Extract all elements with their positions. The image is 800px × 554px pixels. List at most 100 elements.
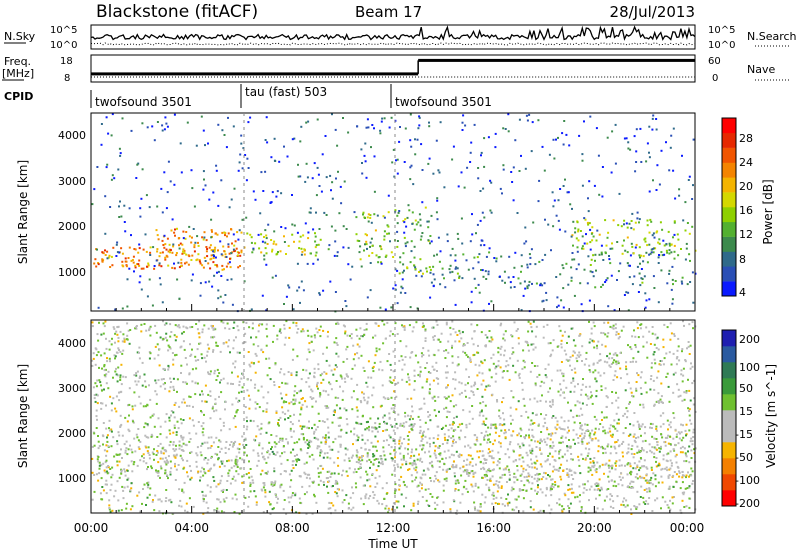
echo-cell [182, 491, 185, 494]
echo-cell [382, 446, 385, 449]
echo-cell [407, 468, 409, 471]
echo-cell [567, 426, 569, 429]
echo-cell [688, 485, 691, 488]
echo-cell [191, 254, 194, 257]
echo-cell [135, 383, 138, 386]
echo-cell [652, 275, 655, 278]
echo-cell [352, 390, 355, 393]
echo-cell [629, 465, 632, 468]
echo-cell [395, 500, 398, 503]
echo-cell [617, 396, 620, 399]
echo-cell [166, 125, 169, 128]
echo-cell [407, 204, 410, 207]
echo-cell [641, 476, 644, 479]
echo-cell [523, 366, 526, 369]
echo-cell [693, 379, 695, 382]
echo-cell [533, 365, 536, 367]
echo-cell [219, 381, 221, 384]
echo-cell [389, 330, 392, 333]
echo-cell [307, 377, 310, 380]
echo-cell [568, 445, 571, 448]
echo-cell [581, 402, 584, 405]
echo-cell [211, 325, 214, 327]
echo-cell [401, 287, 404, 290]
echo-cell [683, 398, 686, 401]
echo-cell [151, 304, 154, 307]
echo-cell [421, 169, 424, 171]
echo-cell [613, 480, 616, 483]
echo-cell [288, 326, 291, 329]
echo-cell [477, 283, 480, 286]
echo-cell [538, 260, 541, 263]
echo-cell [640, 485, 643, 488]
echo-cell [391, 381, 394, 384]
echo-cell [238, 512, 241, 515]
echo-cell [227, 116, 229, 119]
echo-cell [423, 402, 426, 405]
echo-cell [608, 466, 610, 469]
echo-cell [135, 177, 138, 179]
echo-cell [300, 398, 303, 400]
echo-cell [145, 329, 148, 332]
echo-cell [140, 323, 143, 326]
echo-cell [651, 423, 654, 426]
echo-cell [124, 449, 127, 452]
echo-cell [464, 389, 467, 392]
echo-cell [492, 468, 495, 471]
echo-cell [297, 328, 300, 330]
echo-cell [292, 448, 295, 451]
echo-cell [387, 444, 390, 446]
echo-cell [301, 485, 304, 488]
echo-cell [549, 445, 552, 447]
echo-cell [604, 251, 607, 254]
echo-cell [156, 248, 159, 251]
echo-cell [170, 331, 173, 333]
echo-cell [456, 364, 459, 367]
echo-cell [428, 157, 431, 160]
echo-cell [531, 447, 534, 450]
echo-cell [300, 280, 303, 283]
echo-cell [419, 419, 422, 421]
echo-cell [528, 481, 531, 484]
echo-cell [336, 321, 339, 324]
echo-cell [663, 244, 666, 247]
echo-cell [572, 244, 574, 247]
echo-cell [588, 180, 591, 183]
echo-cell [125, 440, 128, 443]
echo-cell [390, 251, 393, 254]
echo-cell [434, 454, 437, 457]
echo-cell [317, 368, 320, 371]
echo-cell [374, 354, 377, 357]
echo-cell [199, 476, 202, 479]
echo-cell [437, 434, 440, 437]
echo-cell [296, 331, 299, 334]
echo-cell [104, 368, 107, 371]
echo-cell [497, 502, 499, 505]
echo-cell [540, 465, 543, 468]
echo-cell [628, 222, 631, 225]
echo-cell [203, 458, 206, 461]
echo-cell [426, 220, 429, 223]
echo-cell [380, 404, 383, 407]
echo-cell [273, 470, 276, 473]
echo-cell [149, 334, 152, 337]
echo-cell [296, 441, 299, 444]
echo-cell [156, 205, 159, 208]
echo-cell [635, 128, 638, 131]
echo-cell [307, 348, 310, 351]
echo-cell [513, 509, 516, 512]
echo-cell [613, 359, 616, 362]
echo-cell [492, 497, 495, 500]
echo-cell [638, 246, 641, 249]
echo-cell [594, 469, 597, 472]
echo-cell [382, 430, 385, 432]
echo-cell [623, 223, 625, 226]
echo-cell [387, 211, 390, 214]
echo-cell [169, 251, 171, 254]
echo-cell [636, 372, 638, 375]
echo-cell [662, 363, 665, 366]
echo-cell [435, 139, 438, 142]
echo-cell [670, 134, 673, 137]
echo-cell [108, 340, 111, 343]
echo-cell [595, 239, 598, 242]
